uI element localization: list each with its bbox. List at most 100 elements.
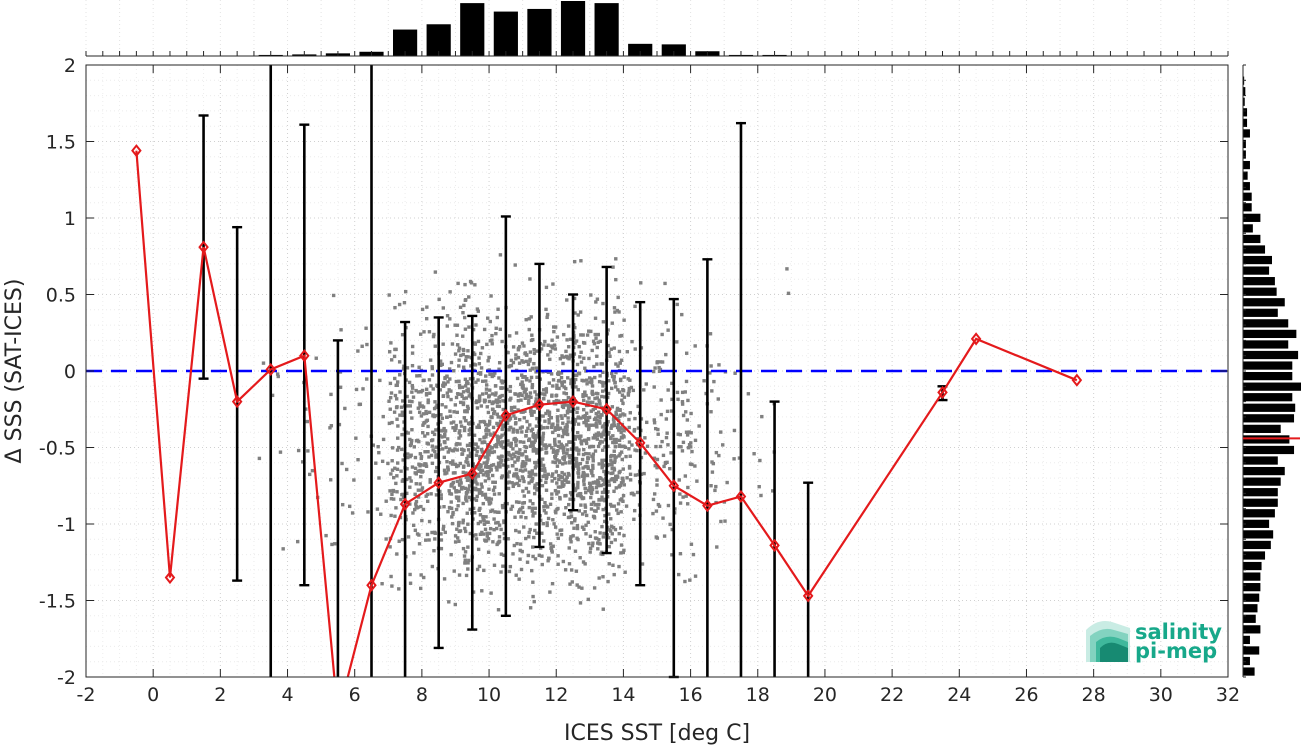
scatter-point <box>527 535 531 539</box>
right-histogram-bar <box>1243 667 1255 676</box>
scatter-point <box>516 457 520 462</box>
scatter-point <box>499 379 504 383</box>
scatter-point <box>460 394 464 399</box>
scatter-point <box>458 461 462 466</box>
scatter-point <box>573 373 577 377</box>
scatter-point <box>461 546 466 551</box>
scatter-point <box>462 448 466 453</box>
right-histogram-bar <box>1243 203 1252 212</box>
scatter-point <box>661 453 666 458</box>
scatter-point <box>527 458 532 462</box>
scatter-point <box>409 479 413 483</box>
scatter-point <box>601 535 605 539</box>
scatter-point <box>595 482 599 486</box>
scatter-point <box>598 339 602 344</box>
scatter-point <box>614 277 618 282</box>
scatter-point <box>553 460 558 465</box>
scatter-point <box>424 464 429 468</box>
scatter-point <box>551 378 556 382</box>
scatter-point <box>461 501 465 506</box>
scatter-point <box>434 405 438 410</box>
scatter-point <box>491 411 496 416</box>
scatter-point <box>485 405 489 409</box>
scatter-point <box>627 466 632 470</box>
scatter-point <box>611 265 615 269</box>
scatter-point <box>513 263 517 267</box>
scatter-point <box>521 375 525 379</box>
scatter-point <box>532 351 537 356</box>
scatter-point <box>480 392 485 396</box>
scatter-point <box>686 446 691 450</box>
scatter-point <box>534 464 538 468</box>
scatter-point <box>530 333 534 337</box>
scatter-point <box>389 574 393 579</box>
scatter-point <box>457 436 461 440</box>
scatter-point <box>416 488 421 492</box>
scatter-point <box>591 436 595 440</box>
scatter-point <box>588 534 593 539</box>
scatter-point <box>456 463 461 468</box>
scatter-point <box>477 423 481 427</box>
scatter-point <box>424 419 429 423</box>
scatter-point <box>590 348 594 353</box>
scatter-point <box>410 386 415 390</box>
scatter-point <box>661 516 665 520</box>
scatter-point <box>602 469 606 474</box>
scatter-point <box>527 474 531 479</box>
scatter-point <box>585 333 590 337</box>
scatter-point <box>473 487 477 492</box>
scatter-point <box>582 415 587 420</box>
scatter-point <box>681 495 685 499</box>
scatter-point <box>581 466 585 470</box>
scatter-point <box>406 404 410 408</box>
scatter-point <box>518 557 522 561</box>
scatter-point <box>506 439 510 443</box>
scatter-point <box>529 315 533 319</box>
scatter-point <box>568 353 573 357</box>
scatter-point <box>450 515 454 519</box>
scatter-point <box>497 367 501 371</box>
scatter-point <box>400 413 405 418</box>
scatter-point <box>480 485 484 489</box>
scatter-point <box>656 432 660 436</box>
scatter-point <box>449 389 453 393</box>
scatter-point <box>670 381 674 386</box>
scatter-point <box>556 485 561 489</box>
scatter-point <box>564 506 568 510</box>
scatter-point <box>559 414 563 418</box>
scatter-point <box>469 364 473 368</box>
scatter-point <box>686 398 690 403</box>
scatter-point <box>597 419 602 423</box>
scatter-point <box>388 395 393 400</box>
scatter-point <box>651 511 655 516</box>
scatter-point <box>306 449 310 453</box>
scatter-point <box>685 502 690 506</box>
scatter-point <box>625 476 629 480</box>
scatter-point <box>591 541 595 545</box>
scatter-point <box>452 410 456 414</box>
scatter-point <box>455 323 460 327</box>
scatter-point <box>585 382 589 386</box>
scatter-point <box>530 385 534 390</box>
scatter-point <box>562 432 566 436</box>
scatter-point <box>693 464 697 468</box>
scatter-point <box>586 456 591 461</box>
scatter-point <box>670 553 674 557</box>
scatter-point <box>557 440 561 444</box>
scatter-point <box>632 429 636 433</box>
scatter-point <box>655 483 659 487</box>
scatter-point <box>607 379 611 383</box>
x-tick-label: -2 <box>77 684 96 706</box>
scatter-point <box>613 310 617 314</box>
scatter-point <box>521 501 525 505</box>
scatter-point <box>556 536 560 541</box>
scatter-point <box>483 527 488 532</box>
scatter-point <box>329 392 333 397</box>
data-marker <box>769 538 780 553</box>
scatter-point <box>478 506 482 511</box>
right-histogram-bar <box>1243 213 1261 222</box>
scatter-point <box>711 461 716 466</box>
scatter-point <box>644 382 648 386</box>
scatter-point <box>466 454 470 458</box>
scatter-point <box>484 379 488 383</box>
